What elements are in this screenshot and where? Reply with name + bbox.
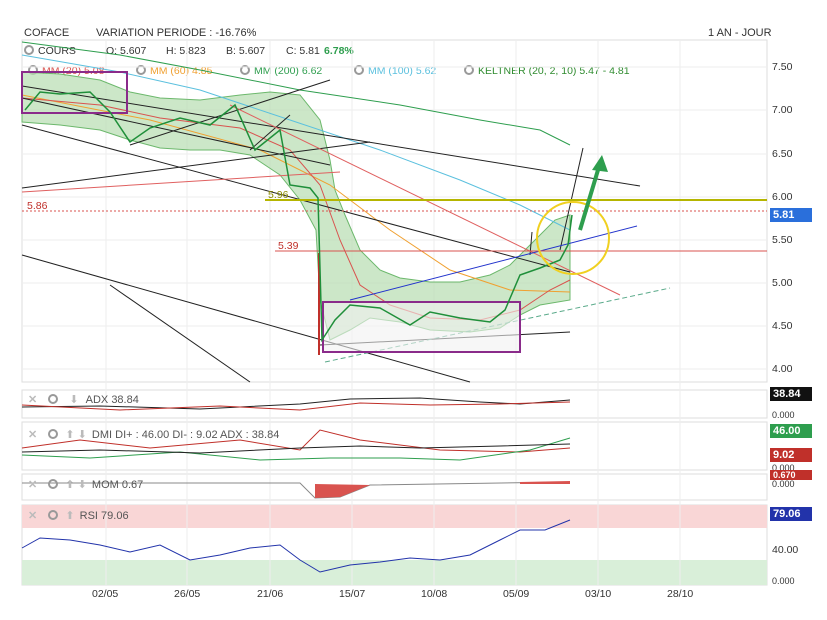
close-icon[interactable]: ✕ xyxy=(28,394,38,406)
di-minus-line xyxy=(21,429,571,453)
keltner-band xyxy=(21,71,571,341)
y-tick-400: 4.00 xyxy=(772,363,793,375)
arrow-up-icon[interactable]: ⬆ xyxy=(65,479,75,491)
mom-badge: 0.670 xyxy=(770,470,812,480)
gear-icon[interactable] xyxy=(24,45,34,55)
gear-icon[interactable] xyxy=(136,65,146,75)
adx-label: ADX xyxy=(85,394,109,406)
range-box-left xyxy=(21,71,128,114)
rsi-label: RSI xyxy=(79,510,98,522)
target-arrow-head xyxy=(592,155,608,172)
mom-value: 0.67 xyxy=(121,479,144,491)
red-trend-line xyxy=(21,171,341,193)
arrow-down-icon[interactable]: ⬇ xyxy=(77,429,87,441)
x-tick-2106: 21/06 xyxy=(257,588,284,600)
close-icon[interactable]: ✕ xyxy=(28,479,38,491)
level-539-label: 5.39 xyxy=(278,240,299,252)
dmi-panel-header[interactable]: ✕ ⬆ ⬇ DMI DI+ : 46.00 DI- : 9.02 ADX : 3… xyxy=(28,428,279,441)
gear-icon[interactable] xyxy=(240,65,250,75)
gear-icon[interactable] xyxy=(464,65,474,75)
y-tick-650: 6.50 xyxy=(772,148,793,160)
x-tick-0205: 02/05 xyxy=(92,588,119,600)
dmi-label: DMI xyxy=(91,429,113,441)
mom-positive-area xyxy=(520,481,570,484)
di-plus-line xyxy=(21,437,571,461)
dmi-adx-line xyxy=(21,443,571,454)
legend-mm100[interactable]: MM (100) 5.62 xyxy=(354,65,436,77)
mom-panel-header[interactable]: ✕ ⬆ ⬇ MOM 0.67 xyxy=(28,478,143,491)
x-tick-2810: 28/10 xyxy=(667,588,694,600)
variation-label: VARIATION PERIODE : -16.76% xyxy=(96,27,257,39)
dmi-panel-frame xyxy=(21,421,768,471)
gear-icon[interactable] xyxy=(354,65,364,75)
adx-value: 38.84 xyxy=(111,394,139,406)
arrow-down-icon[interactable]: ⬇ xyxy=(69,394,79,406)
rsi-panel-header[interactable]: ✕ ⬆ RSI 79.06 xyxy=(28,509,129,522)
arrow-down-icon[interactable]: ⬇ xyxy=(77,479,87,491)
y-tick-600: 6.00 xyxy=(772,191,793,203)
y-tick-500: 5.00 xyxy=(772,277,793,289)
adx-badge: 38.84 xyxy=(770,387,812,401)
gear-icon[interactable] xyxy=(48,429,59,439)
close-icon[interactable]: ✕ xyxy=(28,510,38,522)
last-price-badge: 5.81 xyxy=(770,208,812,222)
rsi-line xyxy=(21,519,571,573)
close-value: C: 5.81 xyxy=(286,45,320,57)
level-596-label: 5.96 xyxy=(268,189,289,201)
mm200-label: MM (200) 6.62 xyxy=(254,65,323,77)
rsi-base: 0.000 xyxy=(772,576,795,586)
dmi-base: 0.000 xyxy=(772,463,795,473)
y-tick-450: 4.50 xyxy=(772,320,793,332)
adx-base: 0.000 xyxy=(772,410,795,420)
x-tick-0310: 03/10 xyxy=(585,588,612,600)
mom-label: MOM xyxy=(91,479,119,491)
arrow-up-icon[interactable]: ⬆ xyxy=(65,510,75,522)
high-value: H: 5.823 xyxy=(166,45,206,57)
mm60-line xyxy=(21,94,571,293)
x-tick-1008: 10/08 xyxy=(421,588,448,600)
rsi-badge: 79.06 xyxy=(770,507,812,521)
x-tick-2605: 26/05 xyxy=(174,588,201,600)
mom-base: 0.000 xyxy=(772,479,795,489)
adx-di-line xyxy=(21,401,571,411)
gear-icon[interactable] xyxy=(48,394,59,404)
price-line xyxy=(24,91,573,343)
mm200-line xyxy=(21,41,571,146)
y-tick-750: 7.50 xyxy=(772,61,793,73)
mm60-label: MM (60) 4.85 xyxy=(150,65,213,77)
adx-panel-frame xyxy=(21,389,768,419)
x-tick-0509: 05/09 xyxy=(503,588,530,600)
level-586-label: 5.86 xyxy=(27,200,48,212)
breakout-circle xyxy=(536,201,610,275)
arrow-up-icon[interactable]: ⬆ xyxy=(65,429,75,441)
gear-icon[interactable] xyxy=(48,479,59,489)
gear-icon[interactable] xyxy=(48,510,59,520)
dmi-values: DI+ : 46.00 DI- : 9.02 ADX : 38.84 xyxy=(115,429,280,441)
x-tick-1507: 15/07 xyxy=(339,588,366,600)
mom-panel-frame xyxy=(21,473,768,501)
mom-negative-area xyxy=(315,484,370,498)
close-icon[interactable]: ✕ xyxy=(28,429,38,441)
ticker-label: COFACE xyxy=(24,27,70,39)
rsi-mid-tick: 40.00 xyxy=(772,544,799,556)
blue-trend-line xyxy=(349,225,638,301)
dmi-minus-badge: 9.02 xyxy=(770,448,812,462)
range-box-consolidation xyxy=(322,301,521,353)
y-tick-550: 5.50 xyxy=(772,234,793,246)
change-value: 6.78% xyxy=(324,45,354,57)
period-label[interactable]: 1 AN - JOUR xyxy=(708,27,772,39)
legend-mm60[interactable]: MM (60) 4.85 xyxy=(136,65,212,77)
legend-mm200[interactable]: MM (200) 6.62 xyxy=(240,65,322,77)
rsi-value: 79.06 xyxy=(101,510,129,522)
rsi-overbought-zone xyxy=(22,505,767,528)
adx-panel-header[interactable]: ✕ ⬇ ADX 38.84 xyxy=(28,393,139,406)
rsi-oversold-zone xyxy=(22,560,767,585)
mm100-label: MM (100) 5.62 xyxy=(368,65,437,77)
low-value: B: 5.607 xyxy=(226,45,266,57)
target-arrow-shaft xyxy=(578,169,600,231)
y-tick-700: 7.00 xyxy=(772,104,793,116)
dmi-plus-badge: 46.00 xyxy=(770,424,812,438)
